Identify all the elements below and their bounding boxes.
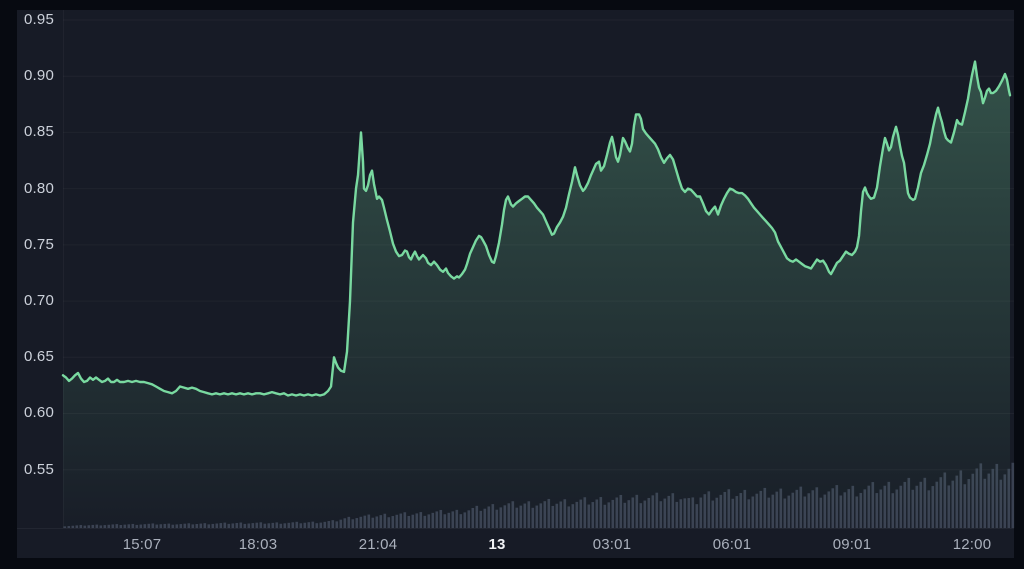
time-axis-label: 15:07	[122, 536, 162, 553]
price-axis-label: 0.70	[24, 292, 54, 310]
time-axis-label: 18:03	[238, 536, 278, 553]
price-axis-label: 0.80	[24, 179, 54, 197]
price-axis-label: 0.55	[24, 460, 54, 478]
time-axis-label: 06:01	[712, 536, 752, 553]
price-area	[63, 61, 1010, 528]
price-line	[61, 60, 1012, 397]
price-axis-label: 0.75	[24, 235, 54, 253]
time-axis-label: 03:01	[592, 536, 632, 553]
time-axis-day-label: 13	[488, 536, 506, 553]
time-axis-label: 21:04	[358, 536, 398, 553]
price-axis-label: 0.90	[24, 67, 54, 85]
volume-bar	[1011, 462, 1015, 528]
price-axis-label: 0.65	[24, 348, 54, 366]
time-axis-label: 12:00	[952, 536, 992, 553]
time-axis-label: 09:01	[832, 536, 872, 553]
price-axis-label: 0.85	[24, 123, 54, 141]
price-axis-label: 0.95	[24, 11, 54, 28]
price-axis-label: 0.60	[24, 404, 54, 422]
